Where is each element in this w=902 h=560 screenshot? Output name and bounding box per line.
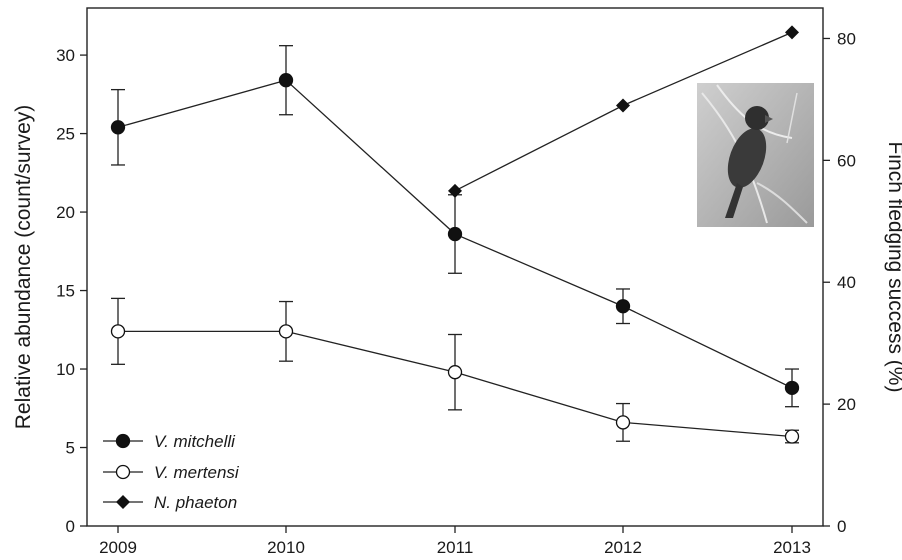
data-point xyxy=(784,429,800,444)
data-point xyxy=(110,120,126,135)
series-v-mertensi xyxy=(110,297,800,444)
data-point xyxy=(615,415,631,430)
right-axis-label: Finch fledging success (%) xyxy=(884,142,902,393)
right-tick-label: 80 xyxy=(837,29,856,48)
x-tick-label: 2009 xyxy=(99,538,137,557)
x-tick-label: 2011 xyxy=(437,538,474,557)
legend: V. mitchelli V. mertensi N. phaeton xyxy=(103,432,240,512)
left-tick-label: 15 xyxy=(56,282,75,301)
x-tick-label: 2012 xyxy=(604,538,642,557)
legend-label: V. mertensi xyxy=(154,463,240,482)
data-point xyxy=(278,73,294,88)
data-point xyxy=(447,226,463,242)
right-tick-label: 60 xyxy=(837,151,856,170)
x-tick-label: 2013 xyxy=(773,538,811,557)
legend-item-v-mertensi: V. mertensi xyxy=(103,463,240,482)
legend-item-v-mitchelli: V. mitchelli xyxy=(103,432,236,451)
left-tick-label: 0 xyxy=(66,517,75,536)
data-point xyxy=(447,365,463,380)
right-tick-label: 20 xyxy=(837,395,856,414)
left-axis-label: Relative abundance (count/survey) xyxy=(12,105,35,430)
left-tick-label: 25 xyxy=(56,125,75,144)
axis-ticks: 0 5 10 15 20 25 30 0 20 40 60 80 2009 2010 2011 2012 201… xyxy=(56,29,856,557)
data-point xyxy=(278,324,294,339)
x-tick-label: 2010 xyxy=(267,538,305,557)
right-tick-label: 0 xyxy=(837,517,846,536)
data-point xyxy=(615,299,631,314)
data-point xyxy=(448,183,462,198)
data-point xyxy=(785,25,799,40)
data-point xyxy=(784,380,800,396)
legend-item-n-phaeton: N. phaeton xyxy=(103,493,237,512)
left-tick-label: 5 xyxy=(66,439,75,458)
legend-label: N. phaeton xyxy=(154,493,237,512)
parrot-photo xyxy=(697,83,814,227)
data-point xyxy=(110,324,126,339)
series-n-phaeton xyxy=(448,25,799,198)
data-point xyxy=(616,98,630,113)
left-tick-label: 30 xyxy=(56,46,75,65)
series-layer xyxy=(110,25,800,444)
series-v-mitchelli xyxy=(110,45,800,408)
left-tick-label: 20 xyxy=(56,203,75,222)
legend-label: V. mitchelli xyxy=(154,432,236,451)
right-tick-label: 40 xyxy=(837,273,856,292)
left-tick-label: 10 xyxy=(56,360,75,379)
